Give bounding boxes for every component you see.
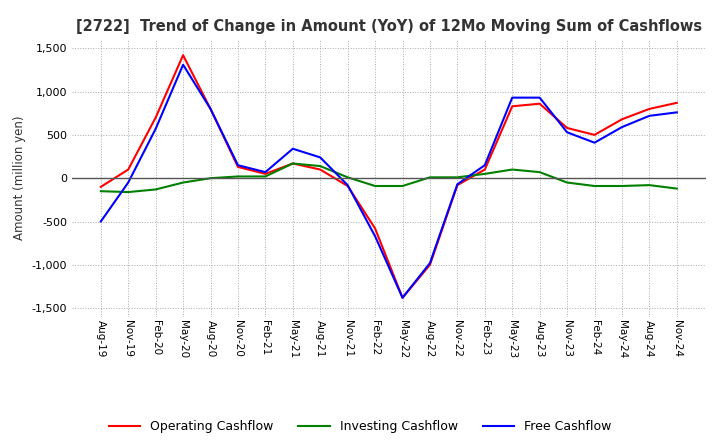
Operating Cashflow — [480, 167, 489, 172]
Free Cashflow — [179, 62, 187, 67]
Free Cashflow — [618, 125, 626, 130]
Line: Free Cashflow: Free Cashflow — [101, 65, 677, 298]
Investing Cashflow — [124, 189, 132, 194]
Operating Cashflow — [124, 167, 132, 172]
Operating Cashflow — [233, 164, 242, 169]
Line: Operating Cashflow: Operating Cashflow — [101, 55, 677, 298]
Operating Cashflow — [563, 125, 572, 131]
Investing Cashflow — [426, 175, 434, 180]
Free Cashflow — [343, 183, 352, 188]
Investing Cashflow — [261, 174, 270, 179]
Free Cashflow — [672, 110, 681, 115]
Operating Cashflow — [151, 115, 160, 120]
Investing Cashflow — [563, 180, 572, 185]
Line: Investing Cashflow: Investing Cashflow — [101, 164, 677, 192]
Y-axis label: Amount (million yen): Amount (million yen) — [13, 116, 26, 240]
Operating Cashflow — [206, 106, 215, 111]
Title: [2722]  Trend of Change in Amount (YoY) of 12Mo Moving Sum of Cashflows: [2722] Trend of Change in Amount (YoY) o… — [76, 19, 702, 34]
Investing Cashflow — [645, 183, 654, 188]
Legend: Operating Cashflow, Investing Cashflow, Free Cashflow: Operating Cashflow, Investing Cashflow, … — [104, 415, 616, 438]
Operating Cashflow — [453, 183, 462, 188]
Free Cashflow — [124, 180, 132, 185]
Free Cashflow — [453, 182, 462, 187]
Investing Cashflow — [590, 183, 599, 189]
Free Cashflow — [261, 169, 270, 175]
Investing Cashflow — [289, 161, 297, 166]
Investing Cashflow — [371, 183, 379, 189]
Investing Cashflow — [179, 180, 187, 185]
Free Cashflow — [426, 260, 434, 266]
Operating Cashflow — [261, 171, 270, 176]
Operating Cashflow — [536, 101, 544, 106]
Operating Cashflow — [343, 183, 352, 189]
Free Cashflow — [289, 146, 297, 151]
Free Cashflow — [206, 106, 215, 111]
Operating Cashflow — [590, 132, 599, 138]
Operating Cashflow — [398, 295, 407, 301]
Operating Cashflow — [371, 226, 379, 231]
Operating Cashflow — [508, 104, 516, 109]
Free Cashflow — [536, 95, 544, 100]
Free Cashflow — [398, 295, 407, 301]
Investing Cashflow — [233, 174, 242, 179]
Free Cashflow — [371, 234, 379, 239]
Investing Cashflow — [480, 171, 489, 176]
Investing Cashflow — [96, 189, 105, 194]
Free Cashflow — [645, 113, 654, 118]
Operating Cashflow — [289, 161, 297, 166]
Free Cashflow — [96, 219, 105, 224]
Free Cashflow — [563, 130, 572, 135]
Investing Cashflow — [618, 183, 626, 189]
Free Cashflow — [508, 95, 516, 100]
Operating Cashflow — [96, 184, 105, 190]
Free Cashflow — [590, 140, 599, 145]
Operating Cashflow — [645, 106, 654, 111]
Investing Cashflow — [316, 163, 325, 169]
Investing Cashflow — [672, 186, 681, 191]
Investing Cashflow — [151, 187, 160, 192]
Free Cashflow — [480, 162, 489, 168]
Investing Cashflow — [206, 176, 215, 181]
Investing Cashflow — [536, 169, 544, 175]
Operating Cashflow — [179, 52, 187, 58]
Free Cashflow — [316, 155, 325, 160]
Investing Cashflow — [453, 175, 462, 180]
Operating Cashflow — [672, 100, 681, 106]
Free Cashflow — [233, 162, 242, 168]
Operating Cashflow — [618, 117, 626, 122]
Investing Cashflow — [508, 167, 516, 172]
Investing Cashflow — [343, 175, 352, 180]
Operating Cashflow — [316, 167, 325, 172]
Free Cashflow — [151, 126, 160, 132]
Investing Cashflow — [398, 183, 407, 189]
Operating Cashflow — [426, 262, 434, 268]
